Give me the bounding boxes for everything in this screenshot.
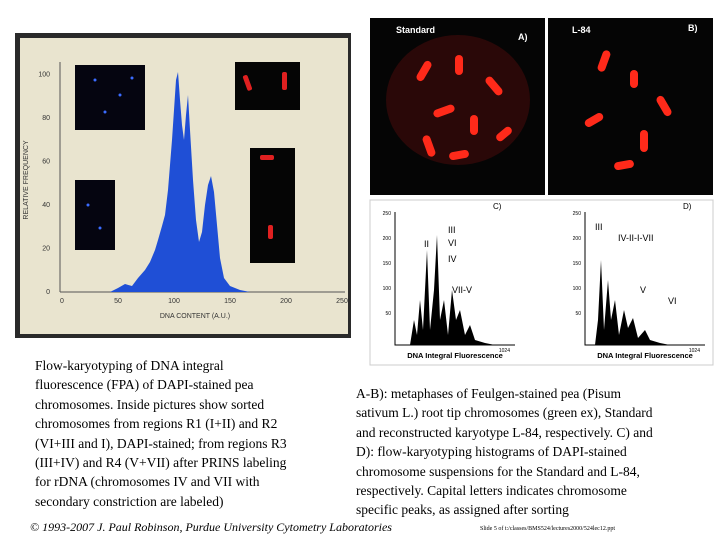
y-tick-label: 250 (573, 211, 582, 217)
inset (235, 62, 300, 110)
x-tick-label: 150 (224, 298, 236, 305)
x-tick-label: 1024 (689, 348, 700, 354)
caption-line: sativum L.) root tip chromosomes (green … (356, 405, 653, 421)
inset (75, 65, 145, 130)
x-tick-label: 250 (336, 298, 348, 305)
x-tick-label: 50 (114, 298, 122, 305)
peak-label: II (424, 239, 429, 249)
y-tick-label: 0 (46, 289, 50, 296)
y-tick-label: 150 (383, 261, 392, 267)
y-tick-label: 100 (38, 72, 50, 79)
peak-label: III (448, 225, 456, 235)
x-tick-label: 100 (168, 298, 180, 305)
x-tick-label: 200 (280, 298, 292, 305)
peak-label: VI (668, 296, 677, 306)
panel-c-histogram (410, 235, 495, 345)
caption-line: chromosomes. Inside pictures show sorted (35, 396, 265, 412)
y-tick-label: 40 (42, 202, 50, 209)
caption-line: specific peaks, as assigned after sortin… (356, 502, 569, 518)
y-tick-label: 50 (575, 311, 581, 317)
caption-line: fluorescence (FPA) of DAPI-stained pea (35, 377, 254, 393)
footer: © 1993-2007 J. Paul Robinson, Purdue Uni… (30, 520, 392, 534)
y-tick-label: 200 (383, 236, 392, 242)
panel-label: A) (518, 32, 528, 42)
x-axis-label: DNA CONTENT (A.U.) (160, 313, 230, 320)
y-tick-label: 20 (42, 246, 50, 253)
caption-line: respectively. Capital letters indicates … (356, 482, 627, 498)
peak-label: III (595, 222, 603, 232)
panel-d-histogram (595, 260, 670, 345)
left-caption: Flow-karyotyping of DNA integral fluoresc… (35, 356, 287, 511)
right-caption: A-B): metaphases of Feulgen-stained pea … (356, 384, 653, 520)
caption-line: D): flow-karyotyping histograms of DAPI-… (356, 444, 627, 460)
chromosomes (416, 50, 672, 171)
y-tick-label: 150 (573, 261, 582, 267)
y-tick-label: 100 (573, 286, 582, 292)
panel-b (548, 18, 713, 195)
peak-label: VI (448, 238, 457, 248)
inset-chromosomes (242, 72, 287, 239)
peak-label: IV-II-I-VII (618, 233, 654, 243)
inset (250, 148, 295, 263)
caption-line: and reconstructed karyotype L-84, respec… (356, 424, 653, 440)
caption-line: chromosomes from regions R1 (I+II) and R… (35, 416, 278, 432)
caption-line: secondary constriction are labeled) (35, 493, 224, 509)
panel-label: B) (688, 23, 698, 33)
peak-label: V (640, 285, 646, 295)
y-axis-label: RELATIVE FREQUENCY (23, 140, 30, 220)
panel-a-cell (386, 35, 530, 165)
histogram (110, 72, 250, 292)
y-tick-label: 50 (385, 311, 391, 317)
inset (75, 180, 115, 250)
caption-line: (VI+III and I), DAPI-stained; from regio… (35, 435, 287, 451)
panel-title: Standard (396, 25, 435, 35)
x-tick-label: 1024 (499, 348, 510, 354)
x-tick-label: 0 (60, 298, 64, 305)
x-axis-label: DNA Integral Fluorescence (407, 351, 503, 360)
x-axis-label: DNA Integral Fluorescence (597, 351, 693, 360)
caption-line: (III+IV) and R4 (V+VII) after PRINS labe… (35, 454, 287, 470)
inset-dots (86, 76, 134, 230)
y-tick-label: 60 (42, 159, 50, 166)
slide-ref: Slide 5 of t:/classes/BMS524/lectures200… (480, 526, 615, 532)
panel-label: D) (683, 202, 692, 211)
y-tick-label: 100 (383, 286, 392, 292)
peak-label: VII-V (452, 285, 472, 295)
caption-line: chromosome suspensions for the Standard … (356, 463, 640, 479)
panel-title: L-84 (572, 25, 591, 35)
caption-line: A-B): metaphases of Feulgen-stained pea … (356, 386, 622, 401)
peak-label: IV (448, 254, 457, 264)
y-tick-label: 200 (573, 236, 582, 242)
y-tick-label: 250 (383, 211, 392, 217)
caption-line: Flow-karyotyping of DNA integral (35, 358, 224, 373)
y-tick-label: 80 (42, 115, 50, 122)
panel-label: C) (493, 202, 502, 211)
caption-line: for rDNA (chromosomes IV and VII with (35, 474, 260, 490)
